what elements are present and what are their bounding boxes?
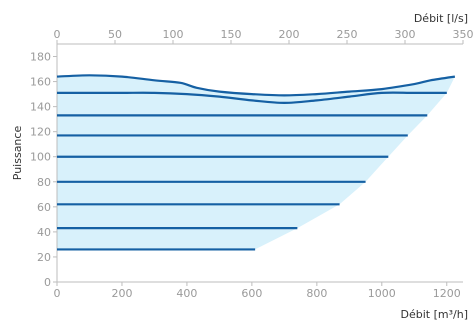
y-tick-label: 120 — [30, 126, 51, 139]
y-tick-label: 100 — [30, 151, 51, 164]
y-axis-title: Puissance — [11, 126, 24, 181]
area-fill — [57, 75, 455, 250]
x-tick-bottom-label: 0 — [54, 287, 61, 300]
y-tick-label: 40 — [37, 226, 51, 239]
y-tick-label: 20 — [37, 251, 51, 264]
x-tick-top-label: 350 — [453, 28, 474, 41]
x-tick-top-label: 250 — [337, 28, 358, 41]
y-tick-label: 160 — [30, 76, 51, 89]
x-tick-top-label: 200 — [279, 28, 300, 41]
x-tick-top-label: 50 — [108, 28, 122, 41]
axes — [53, 40, 464, 286]
x-tick-bottom-label: 200 — [111, 287, 132, 300]
x-tick-bottom-label: 800 — [306, 287, 327, 300]
y-tick-label: 80 — [37, 176, 51, 189]
x-tick-top-label: 0 — [54, 28, 61, 41]
data-lines — [56, 74, 456, 251]
y-tick-label: 0 — [44, 276, 51, 289]
y-tick-label: 180 — [30, 51, 51, 64]
curve-line — [56, 74, 456, 97]
x-tick-bottom-label: 600 — [241, 287, 262, 300]
x-axis-top-title: Débit [l/s] — [414, 12, 468, 25]
y-tick-label: 140 — [30, 101, 51, 114]
x-axis-bottom-title: Débit [m³/h] — [401, 308, 468, 321]
x-tick-bottom-label: 1000 — [368, 287, 396, 300]
x-tick-top-label: 100 — [163, 28, 184, 41]
x-tick-bottom-label: 1200 — [433, 287, 461, 300]
x-tick-bottom-label: 400 — [176, 287, 197, 300]
y-tick-label: 60 — [37, 201, 51, 214]
curve-line — [56, 91, 447, 105]
x-tick-top-label: 300 — [395, 28, 416, 41]
x-tick-top-label: 150 — [221, 28, 242, 41]
operating-area — [57, 75, 455, 250]
